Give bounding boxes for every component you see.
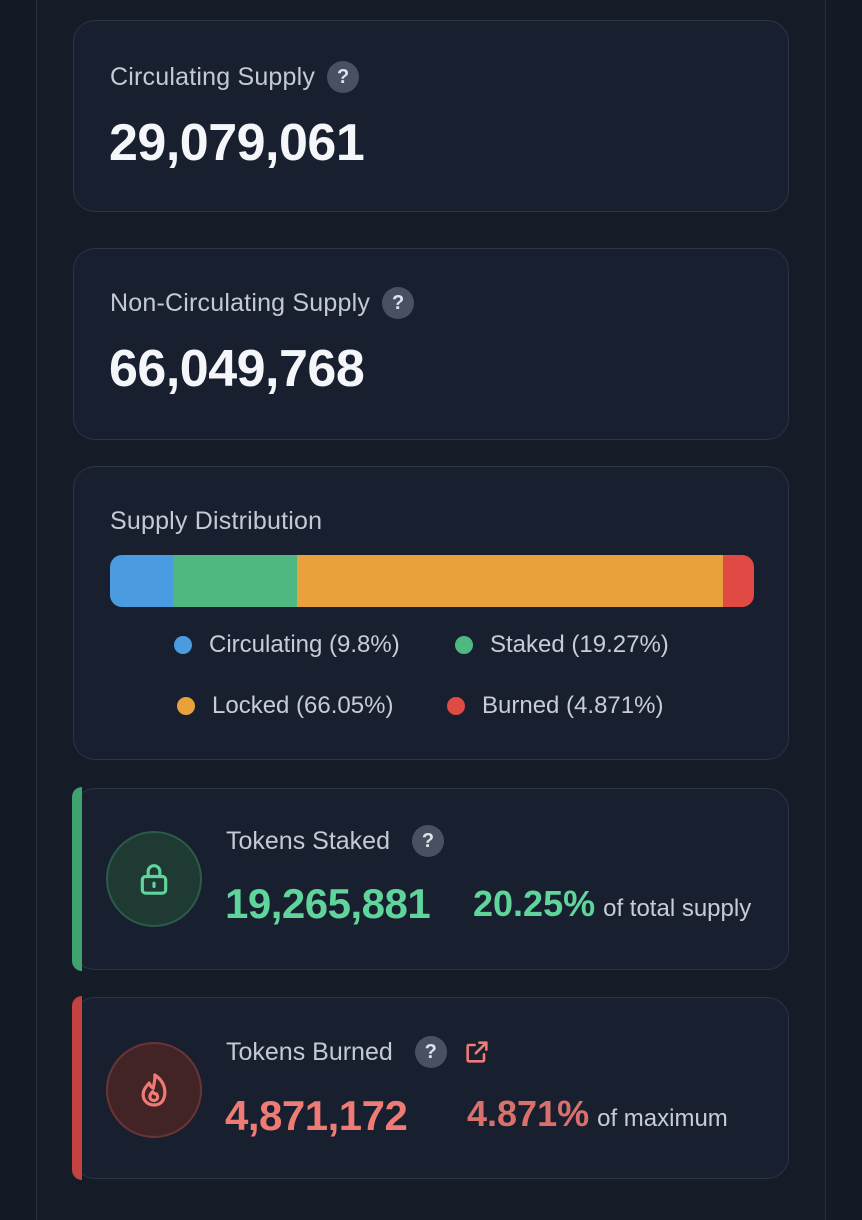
lock-icon	[106, 831, 202, 927]
legend-item-burned: Burned (4.871%)	[447, 692, 663, 720]
bar-segment-locked	[297, 555, 723, 607]
circulating-supply-card: Circulating Supply ? 29,079,061	[73, 20, 789, 212]
bar-segment-burned	[722, 555, 754, 607]
legend-label: Circulating (9.8%)	[209, 631, 400, 658]
legend-label: Burned (4.871%)	[482, 692, 664, 719]
burned-accent-bar	[72, 996, 82, 1180]
legend-dot	[174, 636, 192, 654]
legend-item-staked: Staked (19.27%)	[455, 631, 669, 659]
non-circulating-supply-value: 66,049,768	[109, 340, 365, 398]
tokens-burned-value: 4,871,172	[225, 1092, 408, 1139]
legend-label: Staked (19.27%)	[490, 631, 669, 658]
help-icon[interactable]: ?	[382, 287, 415, 319]
legend-dot	[455, 636, 473, 654]
tokens-burned-suffix: of maximum	[597, 1105, 728, 1132]
tokens-staked-value: 19,265,881	[225, 880, 431, 927]
legend-dot	[177, 697, 195, 715]
supply-distribution-bar	[110, 555, 754, 607]
help-icon[interactable]: ?	[414, 1036, 447, 1068]
tokens-staked-card: Tokens Staked ? 19,265,881 20.25% of tot…	[72, 787, 789, 971]
non-circulating-supply-label: Non-Circulating Supply	[110, 288, 371, 317]
circulating-supply-value: 29,079,061	[109, 114, 365, 172]
tokens-staked-percent: 20.25%	[473, 883, 596, 924]
legend-label: Locked (66.05%)	[212, 692, 394, 719]
bar-segment-staked	[173, 555, 298, 607]
tokens-staked-title: Tokens Staked	[226, 826, 390, 855]
bar-segment-circulating	[110, 555, 174, 607]
non-circulating-supply-card: Non-Circulating Supply ? 66,049,768	[73, 248, 789, 440]
staked-accent-bar	[72, 787, 82, 971]
supply-distribution-title: Supply Distribution	[110, 507, 323, 535]
tokens-staked-suffix: of total supply	[603, 895, 752, 922]
legend-dot	[447, 697, 465, 715]
legend-item-locked: Locked (66.05%)	[177, 692, 393, 720]
help-icon[interactable]: ?	[412, 825, 444, 857]
flame-icon	[106, 1042, 202, 1138]
circulating-supply-label: Circulating Supply	[110, 62, 316, 91]
supply-distribution-card: Supply Distribution Circulating (9.8%) S…	[73, 466, 789, 760]
tokens-burned-card: Tokens Burned ? 4,871,172 4.871% of maxi…	[72, 996, 789, 1180]
tokens-burned-percent: 4.871%	[467, 1093, 590, 1134]
help-icon[interactable]: ?	[327, 61, 360, 93]
external-link-icon[interactable]	[463, 1038, 491, 1066]
tokens-burned-title: Tokens Burned	[226, 1037, 393, 1066]
legend-item-circulating: Circulating (9.8%)	[174, 631, 400, 659]
